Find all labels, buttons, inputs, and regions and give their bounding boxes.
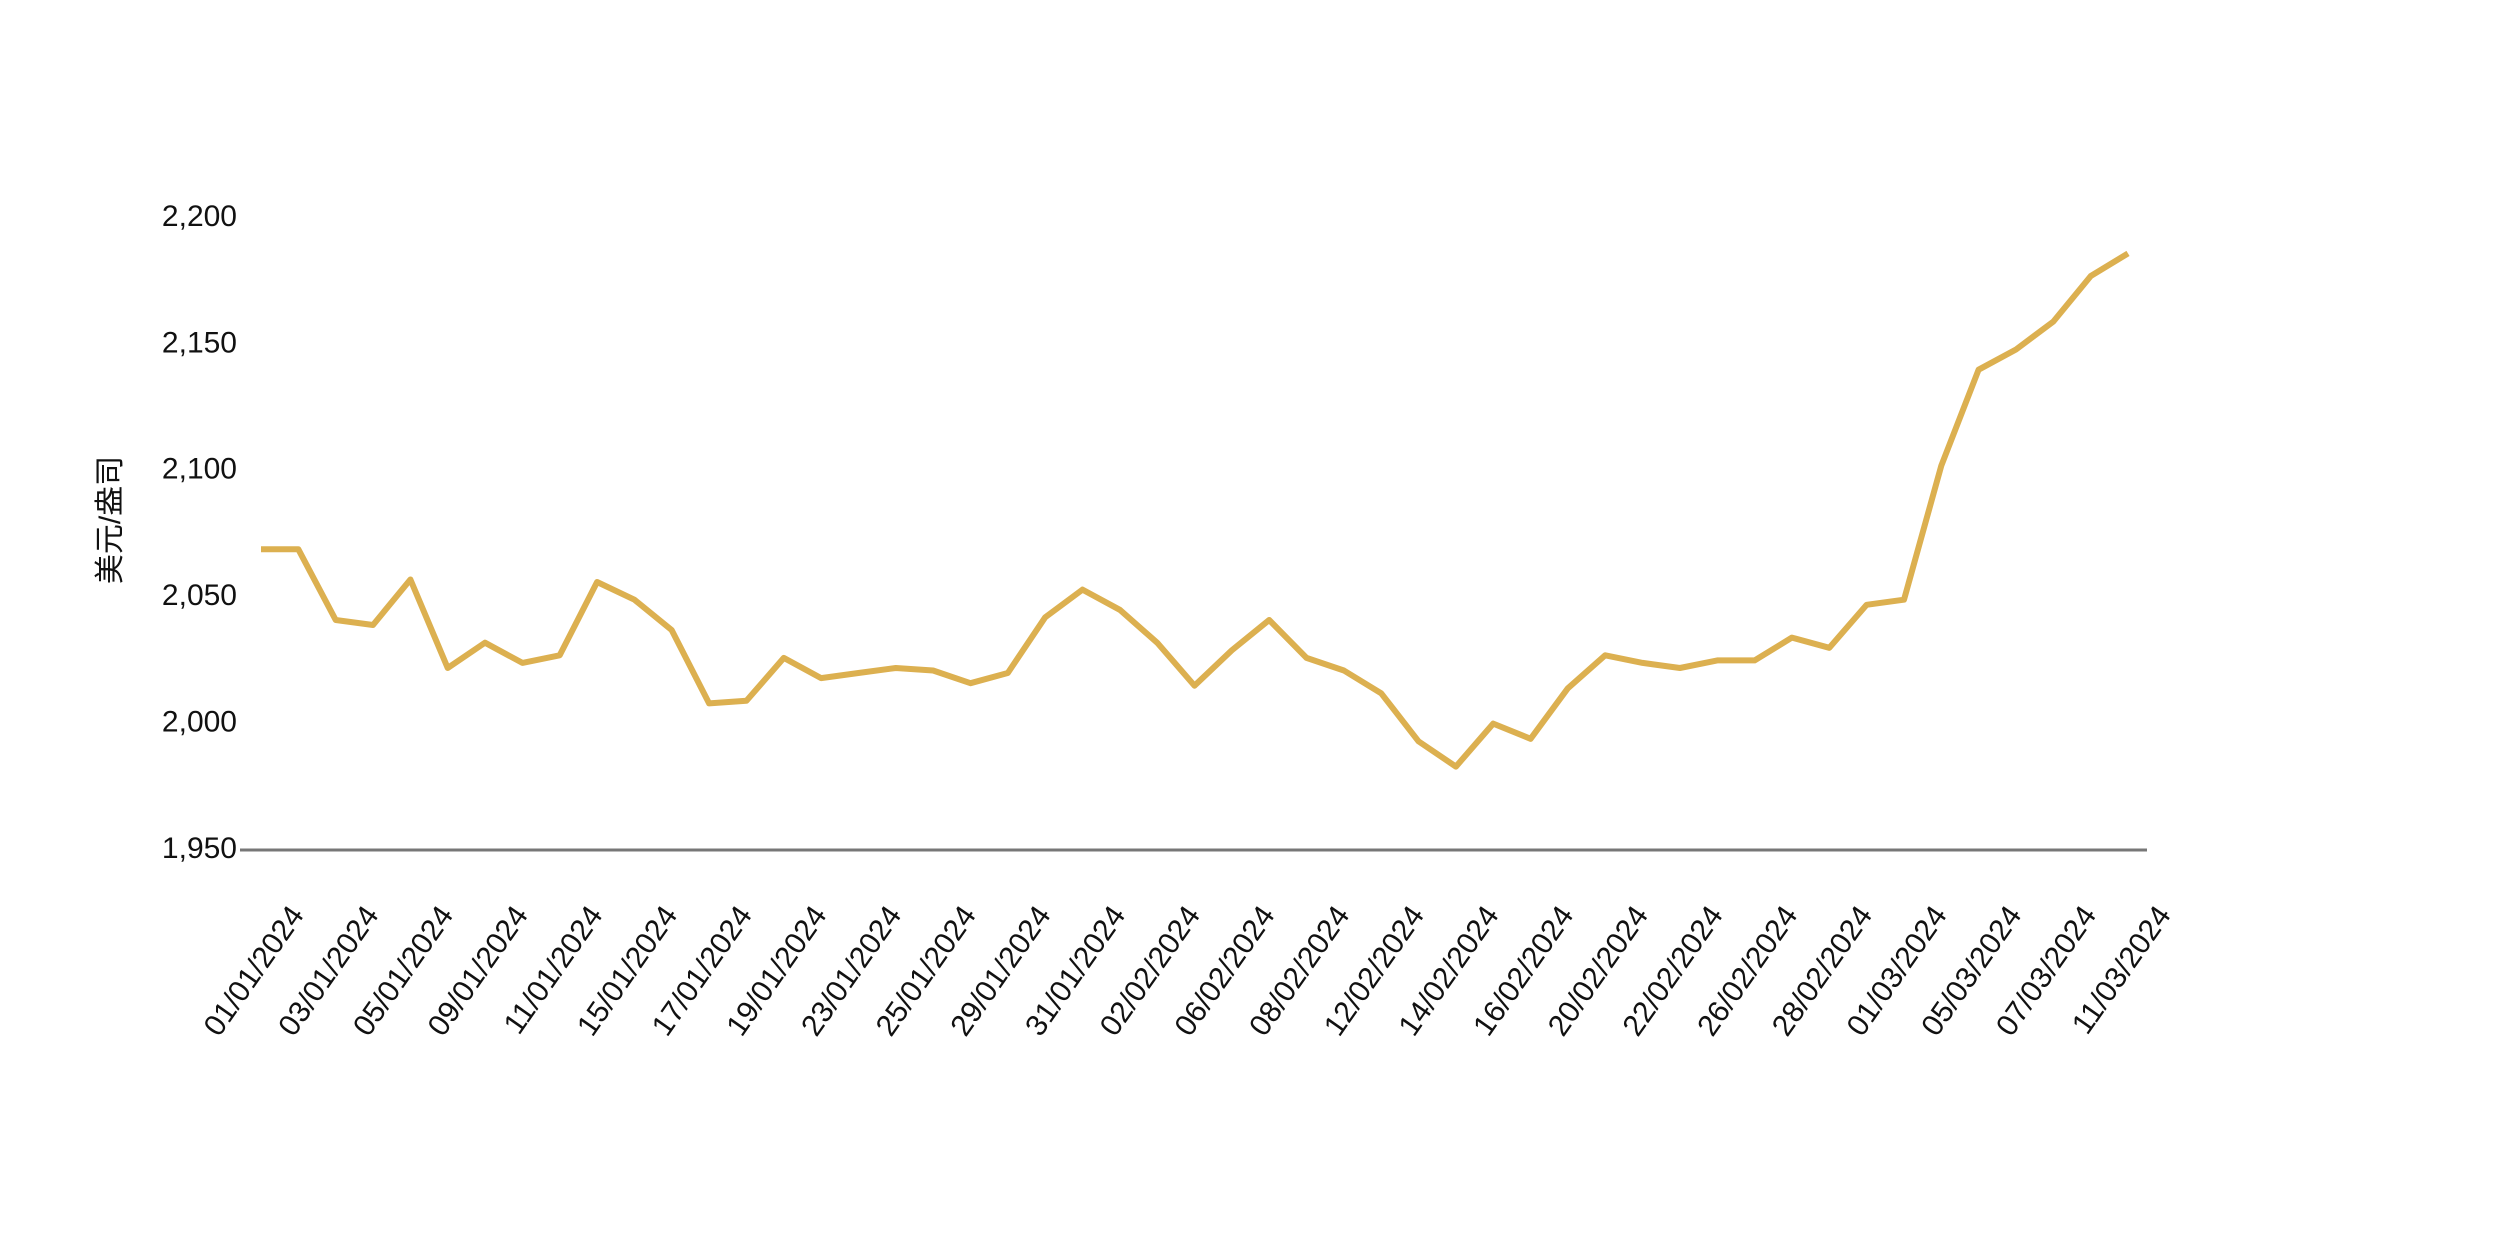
y-tick-label: 2,200 (162, 200, 237, 233)
y-tick-label: 2,000 (162, 706, 237, 739)
y-tick-label: 1,950 (162, 832, 237, 865)
y-tick-label: 2,100 (162, 453, 237, 486)
y-tick-label: 2,050 (162, 579, 237, 612)
y-tick-label: 2,150 (162, 326, 237, 359)
y-axis-title: 美元/盎司 (94, 456, 127, 584)
data-line (261, 250, 2130, 770)
